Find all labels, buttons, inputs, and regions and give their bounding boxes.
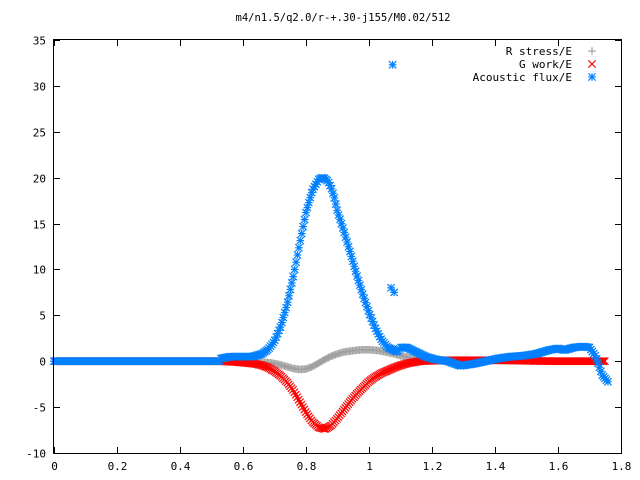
y-tick-label: -10: [26, 448, 46, 461]
series-acoustic-flux-e-point: [284, 291, 294, 300]
series-acoustic-flux-e-point: [301, 208, 311, 217]
series-acoustic-flux-e-point: [388, 60, 397, 69]
series-acoustic-flux-e-point: [277, 318, 286, 327]
x-tick-label: 0.4: [171, 460, 191, 473]
y-tick-label: 25: [33, 127, 46, 140]
series-acoustic-flux-e-point: [343, 237, 352, 247]
series-acoustic-flux-e-point: [286, 285, 295, 294]
y-tick-label: 10: [33, 264, 46, 277]
series-acoustic-flux-e-point: [360, 294, 369, 303]
series-acoustic-flux-e-point: [294, 243, 303, 252]
series-acoustic-flux-e-point: [289, 272, 298, 281]
series-acoustic-flux-e-point: [280, 308, 289, 317]
x-tick-label: 1.2: [423, 460, 443, 473]
series-acoustic-flux-e-point: [331, 200, 340, 209]
series-acoustic-flux-e-point: [296, 236, 305, 245]
series-acoustic-flux-e-point: [362, 302, 372, 311]
series-acoustic-flux-e-point: [358, 290, 367, 299]
series-acoustic-flux-e-point: [364, 306, 373, 315]
series-acoustic-flux-e-point: [338, 223, 347, 233]
series-acoustic-flux-e-point: [347, 252, 356, 261]
series-acoustic-flux-e-point: [327, 184, 336, 193]
y-tick-label: -5: [33, 402, 46, 415]
legend-label: Acoustic flux/E: [473, 71, 572, 84]
series-acoustic-flux-e-point: [348, 257, 357, 266]
y-tick-label: 15: [33, 219, 46, 232]
x-tick-label: 0.8: [297, 460, 317, 473]
x-tick-label: 0.6: [234, 460, 254, 473]
series-acoustic-flux-e-point: [341, 233, 350, 242]
series-acoustic-flux-e-point: [593, 359, 603, 368]
axis-tick-labels: 0 0.2 0.4 0.6 0.8 1 1.2 1.4 1.6 1.8 -10 -5 0 5 10 15 20 2…: [26, 35, 631, 474]
plot-frame: [53, 39, 622, 454]
series-acoustic-flux-e-point: [354, 276, 363, 285]
series-acoustic-flux-e-point: [340, 228, 349, 237]
series-acoustic-flux-e-point: [333, 206, 342, 215]
series-r-stress-e-point: [325, 353, 334, 361]
series-r-stress-e-point: [324, 353, 333, 362]
series-acoustic-flux-e-point: [355, 281, 364, 290]
y-tick-label: 20: [33, 173, 46, 186]
series-acoustic-flux-e-point: [300, 215, 309, 224]
y-tick-label: 5: [39, 310, 46, 323]
series-acoustic-flux-e-point: [290, 265, 299, 274]
series-acoustic-flux-e-point: [283, 298, 292, 307]
series-acoustic-flux-e-point: [351, 267, 360, 276]
data-marks: [49, 60, 612, 433]
series-acoustic-flux-e-point: [330, 193, 339, 202]
axis-ticks: [54, 40, 622, 454]
x-tick-label: 0.2: [108, 460, 128, 473]
y-tick-label: 35: [33, 35, 46, 48]
series-acoustic-flux-e-point: [352, 272, 362, 281]
series-acoustic-flux-e-point: [603, 377, 612, 386]
x-tick-label: 1: [366, 460, 373, 473]
series-acoustic-flux-e-point: [297, 229, 306, 238]
series-acoustic-flux-e-point: [357, 285, 366, 294]
y-tick-label: 0: [39, 356, 46, 369]
series-r-stress-e-point: [307, 363, 316, 371]
series-acoustic-flux-e-point: [350, 262, 359, 271]
legend-marker: [588, 47, 596, 55]
x-tick-label: 1.8: [612, 460, 632, 473]
series-acoustic-flux-e-point: [595, 363, 604, 372]
series-acoustic-flux-e-point: [293, 250, 302, 260]
x-tick-label: 0: [51, 460, 58, 473]
series-acoustic-flux-e-point: [344, 242, 353, 251]
series-acoustic-flux-e-point: [390, 288, 399, 297]
series-acoustic-flux-e-point: [328, 189, 337, 198]
legend-label: G work/E: [519, 58, 572, 71]
legend-marker: [587, 59, 597, 69]
series-acoustic-flux-e-point: [287, 278, 296, 288]
series-r-stress-e-point: [320, 356, 328, 364]
series-acoustic-flux-e-point: [361, 298, 370, 307]
series-acoustic-flux-e-point: [345, 247, 354, 256]
series-acoustic-flux-e-point: [279, 313, 288, 322]
series-acoustic-flux-e-point: [292, 258, 301, 267]
series-acoustic-flux-e-point: [276, 323, 285, 332]
y-tick-label: 30: [33, 81, 46, 94]
series-acoustic-flux-e-point: [303, 203, 312, 212]
series-r-stress-e-point: [321, 355, 330, 363]
chart-title: m4/n1.5/q2.0/r-+.30-j155/M0.02/512: [236, 12, 451, 24]
legend-label: R stress/E: [506, 45, 572, 58]
series-r-stress-e-point: [323, 354, 331, 363]
legend-marker: [587, 72, 597, 82]
x-tick-label: 1.6: [549, 460, 569, 473]
series-acoustic-flux-e-point: [304, 198, 313, 207]
series-acoustic-flux-e-point: [299, 222, 308, 231]
series-acoustic-flux-e-point: [306, 193, 315, 202]
x-tick-label: 1.4: [486, 460, 506, 473]
